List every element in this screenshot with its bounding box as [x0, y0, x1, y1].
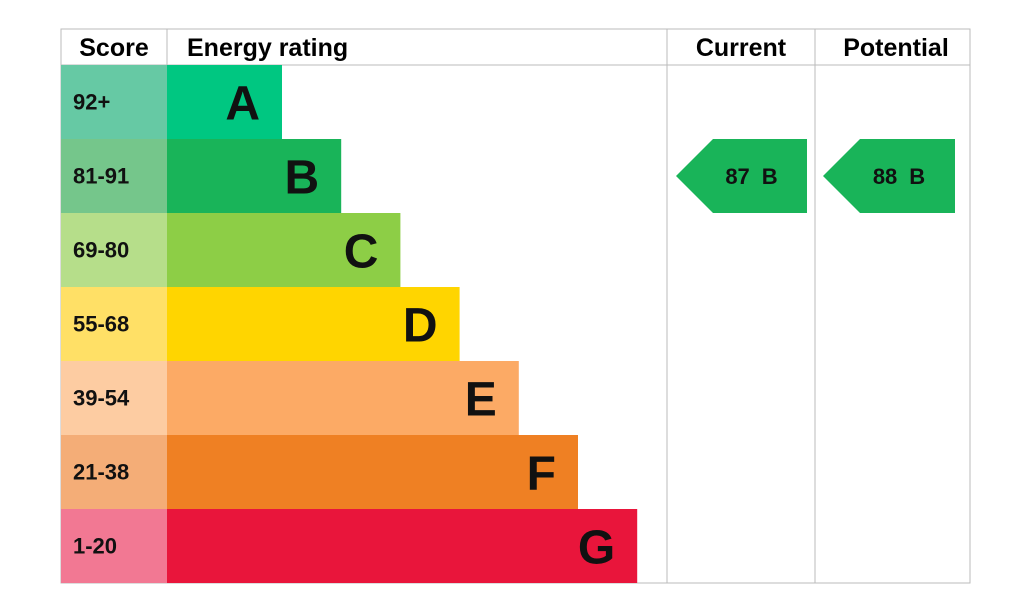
rating-letter: G	[578, 522, 615, 575]
rating-letter: F	[527, 448, 556, 501]
potential-arrow	[823, 139, 955, 213]
score-range: 92+	[73, 90, 110, 115]
score-range: 81-91	[73, 164, 129, 189]
score-range: 55-68	[73, 312, 129, 337]
potential-label: 88 B	[873, 164, 925, 189]
score-range: 69-80	[73, 238, 129, 263]
score-cell	[61, 65, 167, 139]
score-cell	[61, 139, 167, 213]
header-rating: Energy rating	[187, 34, 348, 62]
rating-bar	[167, 435, 578, 509]
rating-bar	[167, 361, 519, 435]
score-range: 1-20	[73, 534, 117, 559]
header-current: Current	[696, 34, 787, 62]
rating-letter: C	[344, 226, 379, 279]
header-potential: Potential	[843, 34, 949, 62]
rating-bar	[167, 509, 638, 583]
rating-bar	[167, 213, 401, 287]
score-range: 39-54	[73, 386, 130, 411]
rating-letter: D	[403, 300, 438, 353]
score-cell	[61, 287, 167, 361]
score-cell	[61, 435, 167, 509]
current-score: 87	[725, 164, 749, 189]
score-range: 21-38	[73, 460, 129, 485]
header-score: Score	[79, 34, 149, 62]
rating-bar	[167, 287, 460, 361]
current-letter: B	[762, 164, 778, 189]
current-arrow	[676, 139, 807, 213]
potential-score: 88	[873, 164, 897, 189]
score-cell	[61, 509, 167, 583]
rating-letter: A	[225, 78, 260, 131]
current-label: 87 B	[725, 164, 777, 189]
rating-bar	[167, 139, 342, 213]
rating-bar	[167, 65, 282, 139]
score-cell	[61, 361, 167, 435]
rating-letter: B	[285, 152, 320, 205]
potential-letter: B	[909, 164, 925, 189]
rating-letter: E	[465, 374, 497, 427]
score-cell	[61, 213, 167, 287]
